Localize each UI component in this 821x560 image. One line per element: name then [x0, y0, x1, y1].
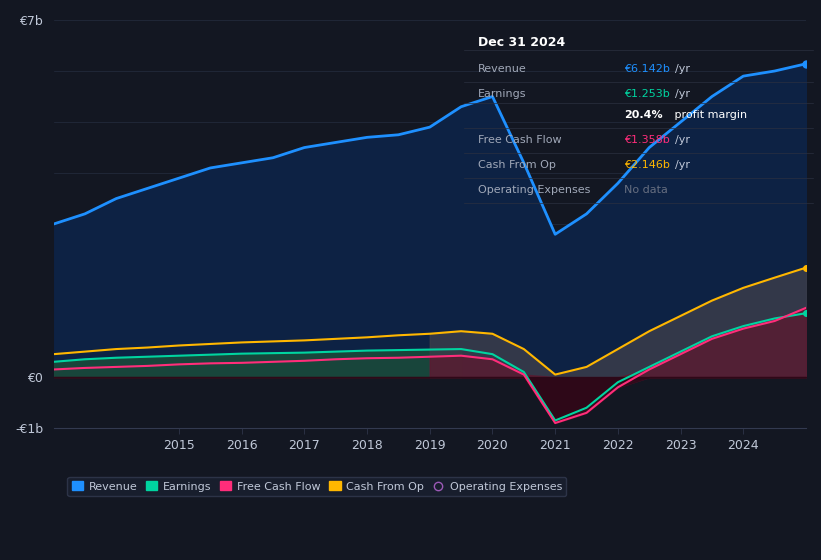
Text: €2.146b: €2.146b: [624, 160, 674, 170]
Text: €1.358b: €1.358b: [624, 136, 673, 145]
Text: Cash From Op: Cash From Op: [478, 160, 556, 170]
Text: No data: No data: [624, 185, 668, 195]
Text: 20.4%: 20.4%: [624, 110, 663, 120]
Text: Dec 31 2024: Dec 31 2024: [478, 36, 565, 49]
Text: Earnings: Earnings: [478, 89, 526, 99]
Text: profit margin: profit margin: [672, 110, 748, 120]
Text: €1.253b: €1.253b: [624, 89, 673, 99]
Text: /yr: /yr: [675, 160, 690, 170]
Text: Operating Expenses: Operating Expenses: [478, 185, 590, 195]
Text: /yr: /yr: [675, 136, 690, 145]
Legend: Revenue, Earnings, Free Cash Flow, Cash From Op, Operating Expenses: Revenue, Earnings, Free Cash Flow, Cash …: [67, 477, 566, 496]
Text: €6.142b: €6.142b: [624, 64, 674, 74]
Text: /yr: /yr: [675, 89, 690, 99]
Text: Revenue: Revenue: [478, 64, 526, 74]
Text: Free Cash Flow: Free Cash Flow: [478, 136, 562, 145]
Text: /yr: /yr: [675, 64, 690, 74]
